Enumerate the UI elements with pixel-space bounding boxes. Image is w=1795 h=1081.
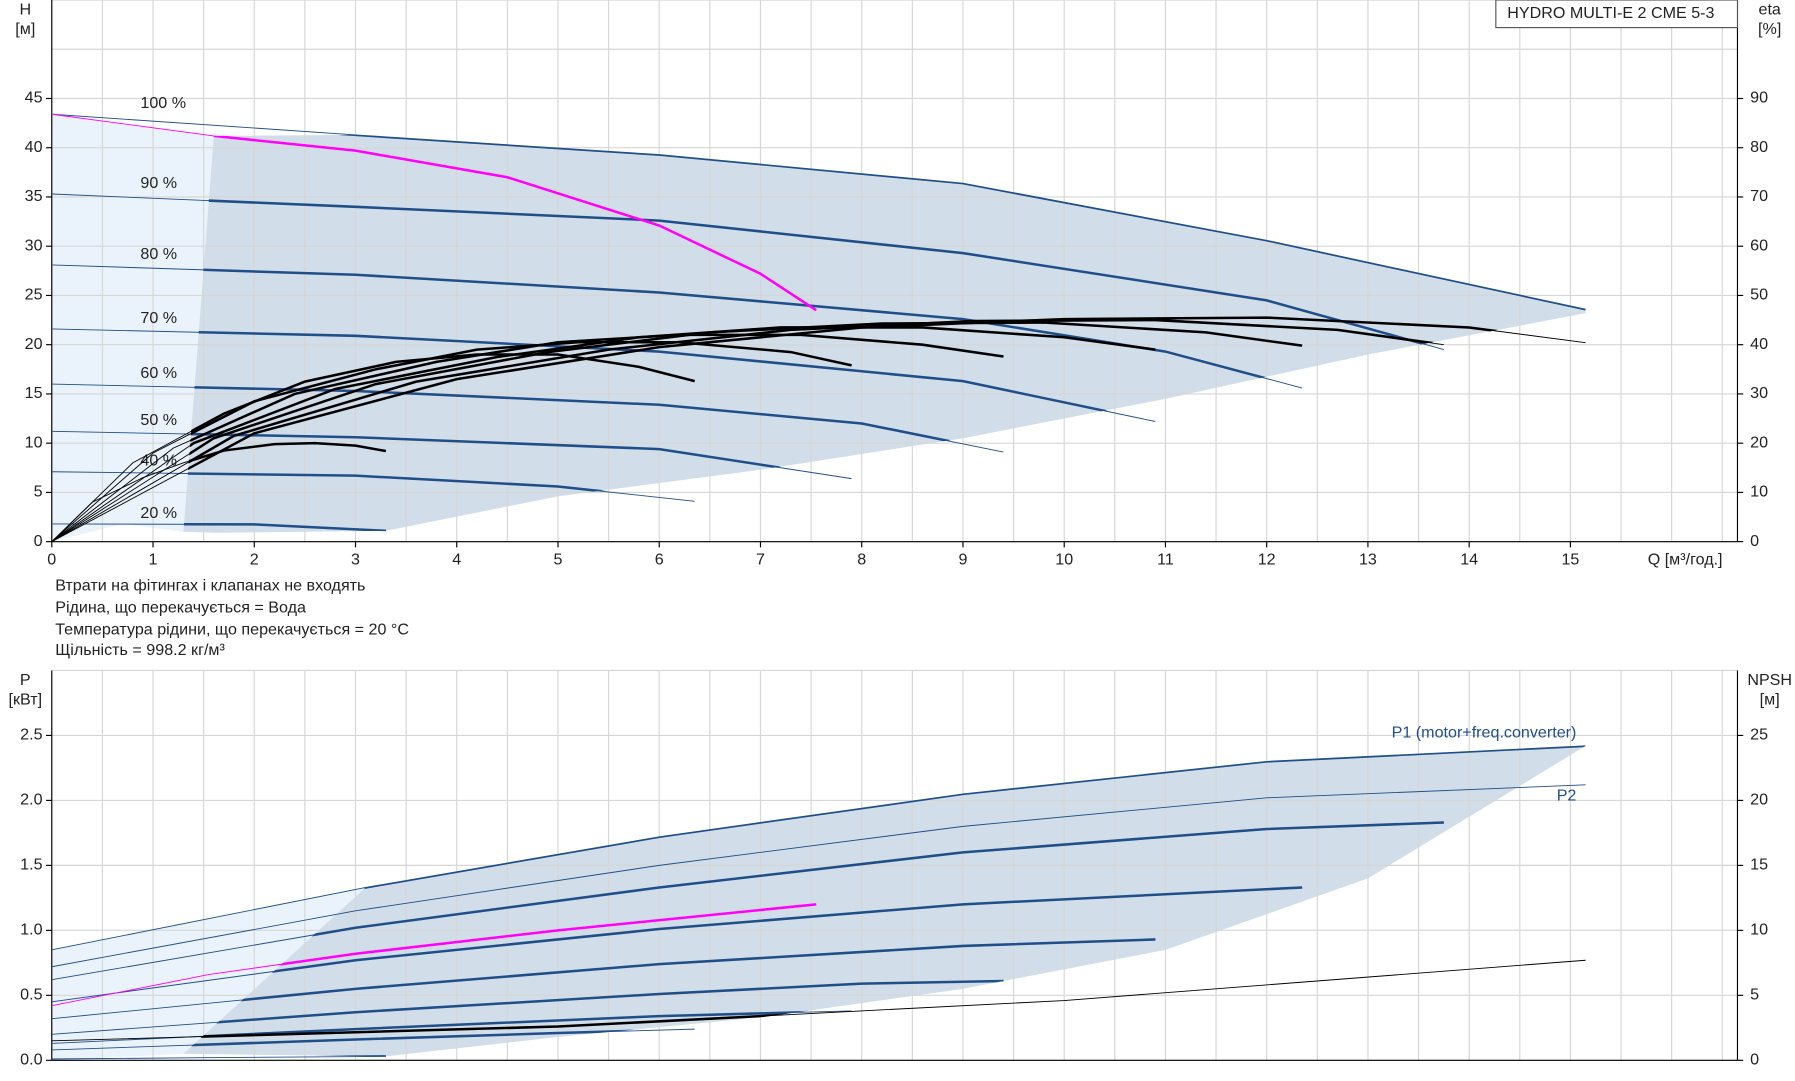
- y2-tick-label: 20: [1750, 433, 1768, 451]
- y-tick-label: 35: [25, 187, 43, 205]
- y-axis-unit: [м]: [15, 20, 35, 38]
- y2-tick-label: 60: [1750, 236, 1768, 254]
- x-tick-label: 9: [958, 550, 967, 568]
- y2-axis-label: NPSH: [1747, 671, 1792, 689]
- curve-highlight: [183, 903, 817, 1007]
- y2-axis-unit: [м]: [1760, 691, 1780, 709]
- y2-tick-label: 70: [1750, 187, 1768, 205]
- x-tick-label: 11: [1157, 550, 1174, 568]
- curve-highlight: [183, 441, 387, 533]
- y2-axis-label: eta: [1758, 1, 1780, 19]
- curve-highlight: [183, 327, 1156, 423]
- chart-title: HYDRO MULTI-E 2 CME 5-3: [1507, 4, 1714, 22]
- y-tick-label: 5: [34, 483, 43, 501]
- x-tick-label: 5: [554, 550, 563, 568]
- y-axis-label: H: [19, 1, 31, 19]
- x-tick-label: 8: [857, 550, 866, 568]
- speed-label: 90 %: [140, 174, 177, 192]
- x-tick-label: 10: [1055, 550, 1073, 568]
- speed-label: 20 %: [140, 504, 177, 522]
- curve-highlight: [183, 318, 1445, 533]
- curve-highlight: [183, 938, 1156, 1020]
- x-tick-label: 4: [452, 550, 461, 568]
- plot: P1 (motor+freq.converter) P2 0.0 0.5 1.0 1.5 2…: [9, 669, 1792, 1069]
- y2-tick-label: 10: [1750, 921, 1768, 939]
- x-tick-label: 12: [1258, 550, 1276, 568]
- y2-tick-label: 90: [1750, 89, 1768, 107]
- operating-area: [183, 745, 1586, 1057]
- y-tick-label: 1.0: [20, 921, 42, 939]
- y-tick-label: 0.5: [20, 986, 42, 1004]
- note: Втрати на фітингах і клапанах не входять: [55, 577, 365, 595]
- x-tick-label: 13: [1359, 550, 1377, 568]
- note: Щільність = 998.2 кг/м³: [55, 641, 225, 659]
- speed-label: 60 %: [140, 364, 177, 382]
- y2-tick-label: 40: [1750, 335, 1768, 353]
- legend-label: P2: [1557, 787, 1577, 805]
- speed-label: 100 %: [140, 94, 186, 112]
- y2-tick-label: 5: [1750, 986, 1759, 1004]
- y-tick-label: 2.0: [20, 791, 42, 809]
- y2-tick-label: 0: [1750, 1051, 1759, 1069]
- x-tick-label: 14: [1460, 550, 1478, 568]
- y-tick-label: 20: [25, 335, 43, 353]
- speed-label: 80 %: [140, 245, 177, 263]
- y2-tick-label: 25: [1750, 726, 1768, 744]
- y-tick-label: 15: [25, 384, 43, 402]
- x-tick-label: 2: [250, 550, 259, 568]
- y-tick-label: 2.5: [20, 726, 42, 744]
- curve-highlight: [183, 333, 1004, 533]
- note: Рідина, що перекачується = Вода: [55, 599, 306, 617]
- x-tick-label: 3: [351, 550, 360, 568]
- y2-tick-label: 20: [1750, 791, 1768, 809]
- y-tick-label: 25: [25, 286, 43, 304]
- x-axis-label: Q [м³/год.]: [1648, 550, 1723, 568]
- y2-tick-label: 80: [1750, 138, 1768, 156]
- x-tick-label: 0: [47, 550, 56, 568]
- x-tick-label: 7: [756, 550, 765, 568]
- x-tick-label: 6: [655, 550, 664, 568]
- curve: [51, 784, 1586, 968]
- curve: [51, 1055, 386, 1060]
- y-tick-label: 0.0: [20, 1051, 42, 1069]
- title-box: [1495, 0, 1739, 29]
- y-axis-unit: [кВт]: [9, 691, 43, 709]
- curve-highlight: [183, 979, 1004, 1036]
- y-tick-label: 10: [25, 433, 43, 451]
- speed-label: 50 %: [140, 411, 177, 429]
- curve-highlight: [183, 353, 695, 533]
- y2-tick-label: 15: [1750, 856, 1768, 874]
- legend-label: P1 (motor+freq.converter): [1392, 723, 1577, 741]
- y-tick-label: 0: [34, 532, 43, 550]
- operating-area: [51, 114, 214, 542]
- y2-axis-unit: [%]: [1758, 20, 1781, 38]
- y-tick-label: 30: [25, 236, 43, 254]
- curve-highlight: [183, 192, 1445, 351]
- y-tick-label: 40: [25, 138, 43, 156]
- curve-highlight: [183, 382, 1004, 454]
- y-tick-label: 45: [25, 89, 43, 107]
- speed-label: 70 %: [140, 309, 177, 327]
- operating-area: [183, 134, 1586, 533]
- y2-tick-label: 30: [1750, 384, 1768, 402]
- y-tick-label: 1.5: [20, 856, 42, 874]
- y2-tick-label: 10: [1750, 483, 1768, 501]
- x-tick-label: 15: [1561, 550, 1579, 568]
- note: Температура рідини, що перекачується = 2…: [55, 620, 409, 638]
- y2-tick-label: 50: [1750, 286, 1768, 304]
- plot: 100 %90 %80 %70 %60 %50 %40 %20 %0 1 2 3 4 5 6…: [15, 0, 1781, 568]
- x-tick-label: 1: [149, 550, 158, 568]
- y-axis-label: P: [20, 671, 31, 689]
- y2-tick-label: 0: [1750, 532, 1759, 550]
- curve-highlight: [183, 522, 386, 533]
